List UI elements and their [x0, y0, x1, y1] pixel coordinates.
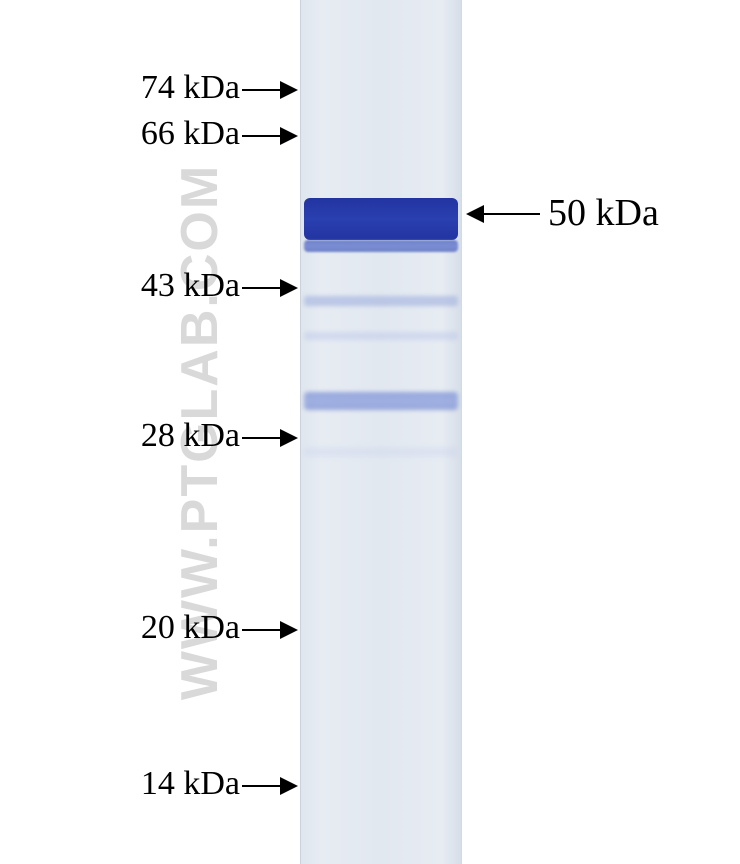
target-arrow-head [466, 205, 484, 223]
target-label: 50 kDa [548, 191, 659, 235]
gel-band-2 [304, 296, 458, 306]
marker-arrow-stem-1 [242, 135, 282, 137]
marker-arrow-stem-3 [242, 437, 282, 439]
marker-arrow-stem-0 [242, 89, 282, 91]
marker-arrow-stem-4 [242, 629, 282, 631]
marker-arrow-head-5 [280, 777, 298, 795]
marker-arrow-head-4 [280, 621, 298, 639]
marker-arrow-head-0 [280, 81, 298, 99]
gel-band-1 [304, 240, 458, 252]
marker-arrow-stem-5 [242, 785, 282, 787]
marker-arrow-stem-2 [242, 287, 282, 289]
gel-lane [300, 0, 462, 864]
gel-band-3 [304, 332, 458, 340]
marker-arrow-head-3 [280, 429, 298, 447]
marker-arrow-head-2 [280, 279, 298, 297]
gel-figure: WWW.PTGLAB.COM 74 kDa66 kDa43 kDa28 kDa2… [0, 0, 740, 864]
target-arrow-stem [482, 213, 540, 215]
gel-band-0 [304, 198, 458, 240]
marker-label-5: 14 kDa [141, 765, 240, 803]
gel-band-4 [304, 392, 458, 410]
marker-label-4: 20 kDa [141, 609, 240, 647]
gel-band-5 [304, 448, 458, 456]
marker-label-1: 66 kDa [141, 115, 240, 153]
marker-label-0: 74 kDa [141, 69, 240, 107]
marker-label-3: 28 kDa [141, 417, 240, 455]
marker-arrow-head-1 [280, 127, 298, 145]
marker-label-2: 43 kDa [141, 267, 240, 305]
